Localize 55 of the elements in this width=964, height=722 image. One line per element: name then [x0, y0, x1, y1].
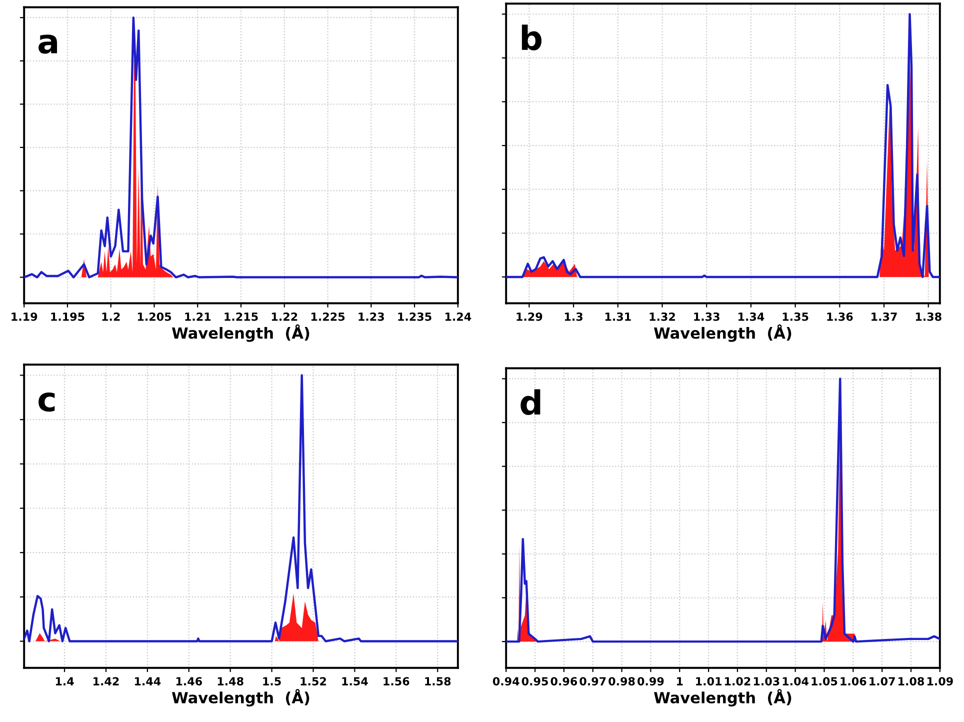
x-tick-label: 1.19 [12, 312, 38, 321]
x-tick-label: 1.225 [311, 312, 345, 321]
x-tick-label: 1.56 [384, 677, 410, 686]
x-tick-label: 1.235 [398, 312, 432, 321]
x-tick-label: 1.01 [696, 677, 722, 686]
x-tick-label: 1.05 [812, 677, 838, 686]
x-tick-label: 0.96 [550, 677, 578, 686]
x-tick-label: 1.29 [516, 312, 542, 321]
x-tick-label: 1.215 [224, 312, 258, 321]
x-tick-label: 1.08 [898, 677, 924, 686]
x-tick-label: 1.21 [185, 312, 211, 321]
x-tick-label: 1.48 [218, 677, 244, 686]
x-tick-label: 1.2 [102, 312, 120, 321]
x-tick-label: 1.205 [138, 312, 172, 321]
x-tick-label: 0.98 [608, 677, 635, 686]
x-tick-label: 1.24 [445, 312, 472, 321]
x-tick-label: 1.32 [650, 312, 675, 321]
x-tick-label: 1.03 [754, 677, 780, 686]
x-axis-title: Wavelength (Å) [172, 689, 310, 706]
x-tick-label: 1.54 [342, 677, 368, 686]
x-tick-label: 0.97 [580, 677, 606, 686]
x-tick-label: 1.38 [916, 312, 942, 321]
x-tick-label: 1.42 [94, 677, 119, 686]
x-tick-label: 0.95 [522, 677, 548, 686]
x-tick-label: 1.37 [872, 312, 897, 321]
x-tick-label: 1.06 [840, 677, 866, 686]
x-tick-label: 1.58 [425, 677, 451, 686]
chart-title: a [38, 34, 57, 54]
x-tick-label: 1.23 [358, 312, 384, 321]
x-tick-label: 1.34 [738, 312, 764, 321]
x-tick-label: 1.07 [870, 677, 895, 686]
x-tick-label: 0.99 [638, 677, 664, 686]
x-tick-label: 1.52 [300, 677, 326, 686]
chart-title: d [520, 389, 540, 415]
x-tick-label: 1.35 [782, 312, 808, 321]
x-tick-label: 1.195 [51, 312, 84, 321]
chart-title: b [522, 24, 542, 50]
x-tick-label: 1 [677, 677, 683, 686]
x-tick-label: 1.46 [176, 677, 202, 686]
x-tick-label: 1.09 [927, 677, 953, 686]
x-axis-title: Wavelength (Å) [172, 324, 310, 342]
x-tick-label: 1.33 [694, 312, 720, 321]
chart-title: c [38, 392, 55, 412]
x-tick-label: 1.04 [782, 677, 808, 686]
x-axis-title: Wavelength (Å) [654, 689, 792, 706]
x-tick-label: 1.22 [272, 312, 298, 321]
x-tick-label: 1.5 [263, 677, 281, 686]
x-tick-label: 0.94 [492, 677, 520, 686]
x-tick-label: 1.31 [605, 312, 631, 321]
x-tick-label: 1.02 [725, 677, 750, 686]
x-tick-label: 1.36 [827, 312, 853, 321]
x-tick-label: 1.4 [56, 677, 74, 686]
x-tick-label: 1.3 [564, 312, 582, 321]
x-axis-title: Wavelength (Å) [654, 324, 792, 342]
x-tick-label: 1.44 [134, 677, 161, 686]
